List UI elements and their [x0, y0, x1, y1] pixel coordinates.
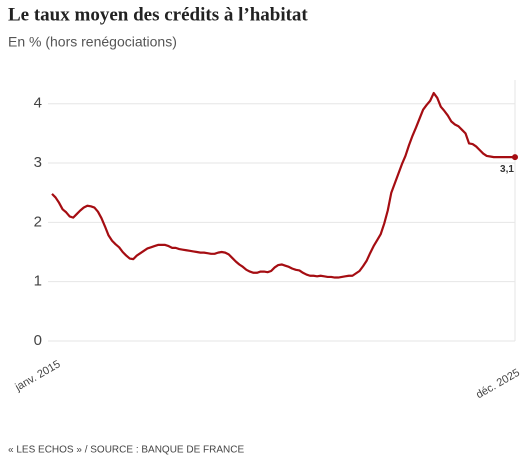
chart-subtitle: En % (hors renégociations) [8, 34, 177, 50]
y-tick-label: 4 [34, 95, 42, 112]
line [51, 91, 515, 279]
y-tick-label: 1 [34, 273, 42, 290]
x-tick-label: déc. 2025 [474, 367, 522, 402]
y-tick-label: 3 [34, 154, 42, 171]
x-tick-label: janv. 2015 [12, 358, 62, 394]
value-label: 3,1 [500, 164, 514, 175]
chart-title: Le taux moyen des crédits à l’habitat [8, 4, 308, 25]
y-tick-label: 2 [34, 213, 42, 230]
end-dot [512, 154, 518, 161]
y-tick-label: 0 [34, 332, 42, 349]
source: « LES ECHOS » / SOURCE : BANQUE DE FRANC… [8, 445, 244, 456]
